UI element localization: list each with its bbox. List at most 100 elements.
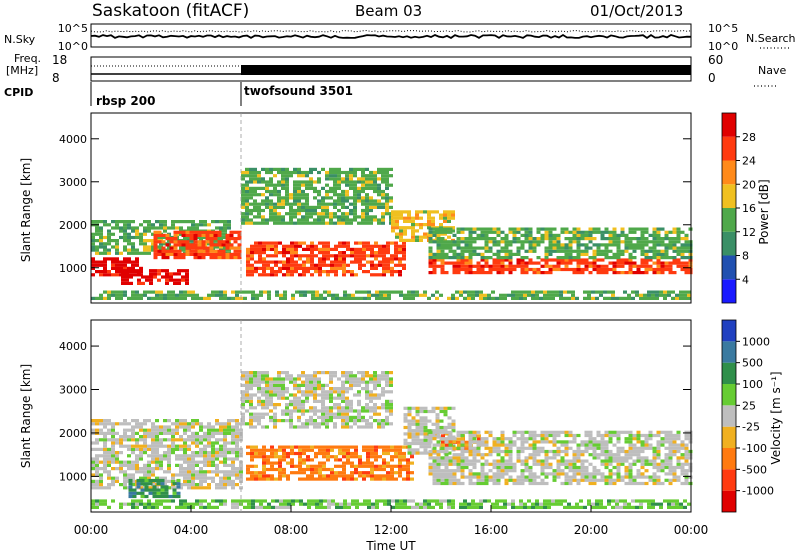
heatmap-cell-2 (123, 248, 127, 252)
nsearch-label: N.Search (746, 32, 796, 45)
heatmap-cell-4 (334, 266, 338, 270)
heatmap-cell-6 (576, 446, 581, 450)
heatmap-cell-8 (628, 256, 633, 260)
heatmap-cell-6 (415, 235, 419, 239)
heatmap-cell-5 (321, 218, 325, 222)
heatmap-cell-3 (345, 422, 349, 426)
heatmap-cell-5 (305, 174, 309, 178)
heatmap-cell-0 (183, 422, 187, 426)
heatmap-cell-0 (167, 467, 171, 471)
heatmap-cell-2 (99, 239, 103, 243)
heatmap-cell-6 (520, 446, 525, 450)
heatmap-cell-6 (484, 453, 489, 457)
heatmap-cell-4 (322, 263, 326, 267)
heatmap-cell-5 (301, 170, 305, 175)
heatmap-cell-5 (277, 196, 281, 200)
heatmap-cell-8 (448, 230, 453, 234)
heatmap-cell-3 (353, 377, 357, 381)
heatmap-cell-0 (131, 431, 135, 435)
heatmap-cell-3 (365, 390, 369, 394)
heatmap-cell-6 (448, 459, 453, 463)
heatmap-cell-5 (377, 167, 381, 171)
heatmap-cell-8 (544, 249, 549, 253)
heatmap-cell-0 (163, 454, 167, 458)
heatmap-cell-7 (520, 264, 525, 268)
heatmap-cell-4 (250, 251, 254, 255)
heatmap-cell-6 (464, 449, 469, 454)
heatmap-cell-3 (357, 377, 361, 381)
heatmap-cell-8 (448, 246, 453, 250)
heatmap-cell-2 (282, 445, 286, 449)
heatmap-cell-2 (258, 477, 262, 481)
heatmap-cell-5 (337, 167, 341, 171)
heatmap-cell-3 (297, 403, 301, 407)
heatmap-cell-4 (310, 254, 314, 258)
heatmap-cell-0 (123, 470, 127, 474)
heatmap-cell-9 (467, 296, 471, 300)
heatmap-cell-5 (305, 199, 309, 203)
heatmap-cell-5 (349, 174, 353, 178)
heatmap-cell-0 (127, 428, 131, 432)
heatmap-cell-7 (436, 264, 441, 268)
heatmap-cell-5 (333, 193, 337, 197)
heatmap-cell-3 (265, 396, 269, 400)
heatmap-cell-1 (153, 272, 157, 276)
heatmap-cell-0 (171, 476, 175, 480)
heatmap-cell-2 (262, 455, 266, 459)
heatmap-cell-9 (631, 290, 635, 294)
heatmap-cell-6 (660, 481, 665, 486)
heatmap-cell-2 (107, 235, 111, 240)
heatmap-cell-6 (624, 472, 629, 476)
colorbar-swatch (722, 184, 736, 208)
heatmap-cell-6 (448, 481, 453, 486)
heatmap-cell-2 (298, 471, 302, 475)
heatmap-cell-0 (203, 473, 207, 477)
heatmap-cell-0 (191, 457, 195, 461)
heatmap-cell-3 (333, 406, 337, 410)
heatmap-cell-0 (239, 428, 243, 432)
heatmap-cell-2 (370, 461, 374, 465)
heatmap-cell-3 (349, 377, 353, 381)
heatmap-cell-3 (321, 371, 325, 375)
heatmap-cell-3 (205, 249, 210, 253)
heatmap-cell-2 (326, 455, 330, 459)
heatmap-cell-0 (147, 419, 151, 423)
heatmap-cell-6 (636, 430, 641, 434)
heatmap-cell-5 (241, 186, 245, 190)
heatmap-cell-3 (269, 377, 273, 381)
heatmap-cell-6 (415, 216, 419, 220)
heatmap-cell-0 (203, 435, 207, 439)
heatmap-cell-3 (353, 383, 357, 387)
heatmap-cell-0 (135, 260, 139, 264)
heatmap-cell-3 (337, 393, 341, 397)
heatmap-cell-8 (460, 237, 465, 241)
heatmap-cell-0 (107, 422, 111, 426)
heatmap-cell-5 (357, 186, 361, 190)
heatmap-cell-2 (406, 461, 410, 465)
heatmap-cell-0 (167, 460, 171, 464)
heatmap-cell-9 (559, 296, 563, 300)
heatmap-cell-6 (448, 475, 453, 479)
heatmap-cell-3 (213, 249, 218, 253)
heatmap-cell-9 (251, 293, 255, 297)
heatmap-cell-7 (680, 261, 685, 265)
heatmap-cell-6 (552, 440, 557, 444)
heatmap-cell-3 (285, 419, 289, 423)
heatmap-cell-4 (322, 254, 326, 258)
heatmap-cell-3 (365, 396, 369, 400)
heatmap-cell-6 (540, 437, 545, 441)
heatmap-cell-9 (359, 296, 363, 300)
heatmap-cell-3 (205, 240, 210, 244)
heatmap-cell-5 (301, 221, 305, 225)
heatmap-cell-2 (127, 248, 131, 252)
heatmap-cell-4 (370, 273, 374, 277)
heatmap-cell-9 (383, 293, 387, 297)
heatmap-cell-8 (616, 246, 621, 250)
heatmap-cell-8 (484, 230, 489, 234)
heatmap-cell-6 (431, 223, 435, 227)
heatmap-cell-0 (155, 460, 159, 464)
heatmap-cell-0 (191, 483, 195, 487)
heatmap-cell-0 (175, 438, 179, 442)
heatmap-cell-0 (235, 447, 239, 451)
heatmap-cell-5 (245, 208, 249, 213)
